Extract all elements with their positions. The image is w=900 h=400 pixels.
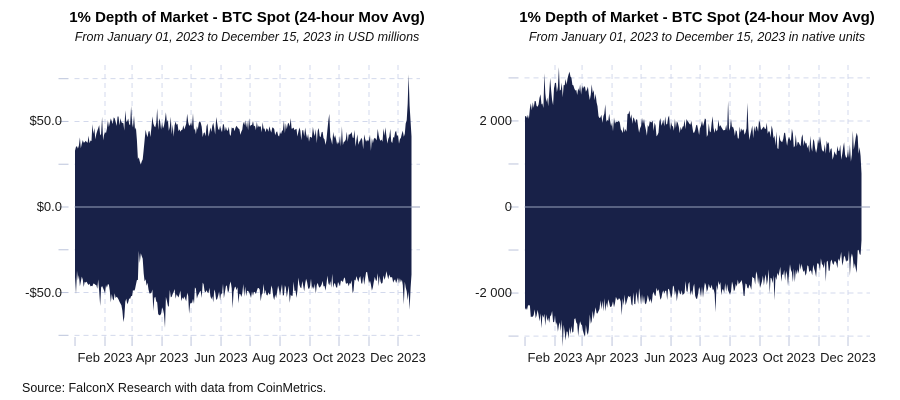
x-axis-label: Oct 2023 xyxy=(762,350,816,365)
x-axis-label: Apr 2023 xyxy=(585,350,639,365)
x-axis-label: Dec 2023 xyxy=(820,350,876,365)
chart-title-native: 1% Depth of Market - BTC Spot (24-hour M… xyxy=(519,9,875,26)
y-axis-label: -$50.0 xyxy=(25,284,62,300)
x-axis-label: Jun 2023 xyxy=(644,350,698,365)
x-axis-label: Aug 2023 xyxy=(252,350,308,365)
y-axis-label: 2 000 xyxy=(479,112,512,128)
y-axis-label: -2 000 xyxy=(475,285,512,301)
x-axis-label: Aug 2023 xyxy=(702,350,758,365)
x-axis-label: Apr 2023 xyxy=(135,350,189,365)
y-axis-label: $50.0 xyxy=(29,113,62,129)
y-axis-label: 0 xyxy=(504,199,512,214)
x-axis-label: Oct 2023 xyxy=(312,350,366,365)
x-axis-label: Jun 2023 xyxy=(194,350,248,365)
chart-title-usd: 1% Depth of Market - BTC Spot (24-hour M… xyxy=(69,9,425,26)
y-axis-label: $0.0 xyxy=(36,199,62,214)
x-axis-label: Feb 2023 xyxy=(527,350,583,365)
depth-area-chart-0 xyxy=(75,74,412,328)
chart-subtitle-native: From January 01, 2023 to December 15, 20… xyxy=(528,30,866,44)
x-axis-label: Feb 2023 xyxy=(77,350,133,365)
x-axis-label: Dec 2023 xyxy=(370,350,426,365)
source-note: Source: FalconX Research with data from … xyxy=(22,381,327,395)
chart-subtitle-usd: From January 01, 2023 to December 15, 20… xyxy=(74,30,420,44)
